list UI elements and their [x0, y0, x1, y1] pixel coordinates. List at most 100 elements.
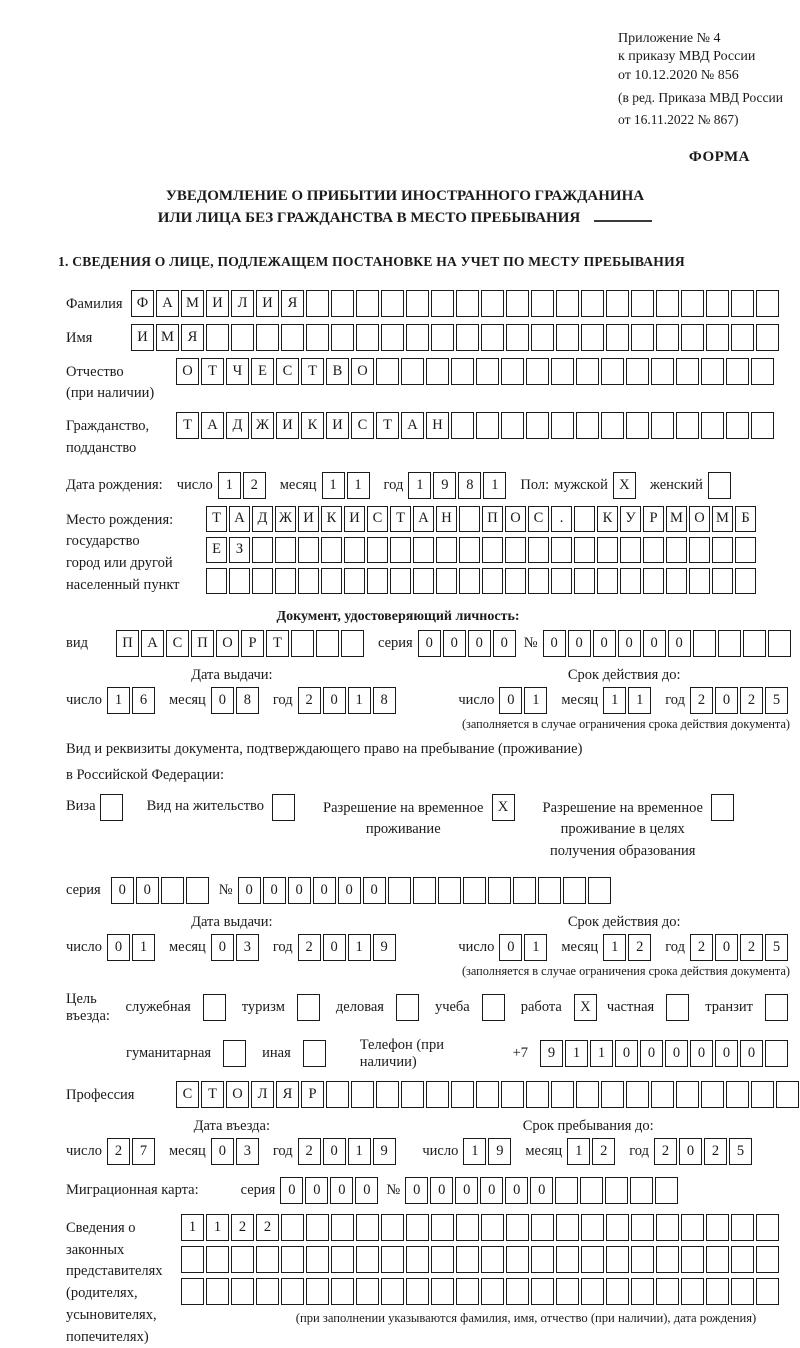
- form-cell[interactable]: [756, 323, 779, 351]
- form-cell[interactable]: О: [505, 505, 526, 532]
- form-cell[interactable]: 0: [667, 629, 691, 657]
- form-cell[interactable]: [528, 536, 549, 563]
- form-cell[interactable]: .: [551, 505, 572, 532]
- form-cell[interactable]: А: [156, 289, 179, 317]
- form-cell[interactable]: [281, 323, 304, 351]
- form-cell[interactable]: 6: [131, 686, 155, 714]
- form-cell[interactable]: 0: [499, 933, 523, 961]
- form-cell[interactable]: М: [666, 505, 687, 532]
- form-cell[interactable]: [756, 1213, 779, 1241]
- form-cell[interactable]: [256, 323, 279, 351]
- form-cell[interactable]: [556, 1213, 579, 1241]
- form-cell[interactable]: 0: [592, 629, 616, 657]
- form-cell[interactable]: И: [344, 505, 365, 532]
- form-cell[interactable]: 2: [297, 933, 321, 961]
- form-cell[interactable]: 1: [567, 1137, 591, 1165]
- form-cell[interactable]: 0: [305, 1176, 329, 1204]
- form-cell[interactable]: [765, 1040, 788, 1068]
- form-cell[interactable]: [631, 289, 654, 317]
- form-cell[interactable]: 1: [347, 933, 371, 961]
- form-cell[interactable]: 3: [235, 1137, 259, 1165]
- form-cell[interactable]: 1: [106, 686, 130, 714]
- form-cell[interactable]: Ф: [131, 289, 154, 317]
- form-cell[interactable]: [576, 1080, 599, 1108]
- form-cell[interactable]: [459, 567, 480, 594]
- form-cell[interactable]: [344, 536, 365, 563]
- form-cell[interactable]: [581, 1213, 604, 1241]
- form-cell[interactable]: С: [276, 357, 299, 385]
- form-cell[interactable]: И: [298, 505, 319, 532]
- form-cell[interactable]: [206, 1245, 229, 1273]
- form-cell[interactable]: [160, 876, 184, 904]
- form-cell[interactable]: [551, 412, 574, 440]
- form-cell[interactable]: 0: [492, 629, 516, 657]
- form-cell[interactable]: [601, 412, 624, 440]
- form-cell[interactable]: У: [620, 505, 641, 532]
- form-cell[interactable]: 0: [617, 629, 641, 657]
- form-cell[interactable]: [651, 357, 674, 385]
- form-cell[interactable]: [551, 536, 572, 563]
- form-cell[interactable]: [487, 876, 511, 904]
- form-cell[interactable]: [605, 1176, 629, 1204]
- form-cell[interactable]: [331, 323, 354, 351]
- form-cell[interactable]: [597, 567, 618, 594]
- form-cell[interactable]: Р: [643, 505, 664, 532]
- form-cell[interactable]: [436, 536, 457, 563]
- form-cell[interactable]: [597, 536, 618, 563]
- form-cell[interactable]: [712, 536, 733, 563]
- form-cell[interactable]: 0: [480, 1176, 504, 1204]
- form-cell[interactable]: 1: [565, 1040, 588, 1068]
- form-cell[interactable]: [426, 357, 449, 385]
- form-cell[interactable]: [626, 357, 649, 385]
- form-cell[interactable]: [630, 1176, 654, 1204]
- form-cell[interactable]: 2: [740, 933, 763, 961]
- form-cell[interactable]: [651, 1080, 674, 1108]
- form-cell[interactable]: [482, 536, 503, 563]
- form-cell[interactable]: [252, 536, 273, 563]
- form-cell[interactable]: [256, 1277, 279, 1305]
- form-cell[interactable]: [381, 323, 404, 351]
- form-cell[interactable]: 0: [530, 1176, 554, 1204]
- form-cell[interactable]: [735, 536, 756, 563]
- form-cell[interactable]: [726, 412, 749, 440]
- form-cell[interactable]: О: [215, 629, 239, 657]
- form-cell[interactable]: [206, 567, 227, 594]
- form-cell[interactable]: [426, 1080, 449, 1108]
- form-cell[interactable]: Т: [176, 412, 199, 440]
- form-cell[interactable]: [717, 629, 741, 657]
- form-cell[interactable]: [482, 567, 503, 594]
- form-cell[interactable]: [456, 289, 479, 317]
- form-cell[interactable]: 8: [458, 471, 482, 499]
- form-cell[interactable]: [298, 567, 319, 594]
- form-cell[interactable]: [406, 323, 429, 351]
- form-cell[interactable]: [431, 1245, 454, 1273]
- form-cell[interactable]: С: [176, 1080, 199, 1108]
- form-cell[interactable]: [298, 536, 319, 563]
- form-cell[interactable]: [581, 1277, 604, 1305]
- form-cell[interactable]: [256, 1245, 279, 1273]
- form-cell[interactable]: X: [491, 793, 515, 821]
- form-cell[interactable]: [701, 1080, 724, 1108]
- form-cell[interactable]: [666, 536, 687, 563]
- form-cell[interactable]: 1: [524, 686, 548, 714]
- form-cell[interactable]: А: [201, 412, 224, 440]
- form-cell[interactable]: 0: [690, 1040, 713, 1068]
- form-cell[interactable]: 2: [690, 933, 713, 961]
- form-cell[interactable]: С: [165, 629, 189, 657]
- form-cell[interactable]: Т: [390, 505, 411, 532]
- form-cell[interactable]: [726, 1080, 749, 1108]
- form-cell[interactable]: 1: [463, 1137, 487, 1165]
- form-cell[interactable]: [681, 289, 704, 317]
- form-cell[interactable]: [576, 412, 599, 440]
- form-cell[interactable]: [290, 629, 314, 657]
- form-cell[interactable]: 0: [505, 1176, 529, 1204]
- form-cell[interactable]: 9: [372, 1137, 396, 1165]
- form-cell[interactable]: А: [413, 505, 434, 532]
- form-cell[interactable]: [531, 289, 554, 317]
- form-cell[interactable]: [643, 536, 664, 563]
- form-cell[interactable]: [390, 567, 411, 594]
- form-cell[interactable]: [731, 323, 754, 351]
- form-cell[interactable]: [331, 289, 354, 317]
- form-cell[interactable]: [326, 1080, 349, 1108]
- form-cell[interactable]: И: [131, 323, 154, 351]
